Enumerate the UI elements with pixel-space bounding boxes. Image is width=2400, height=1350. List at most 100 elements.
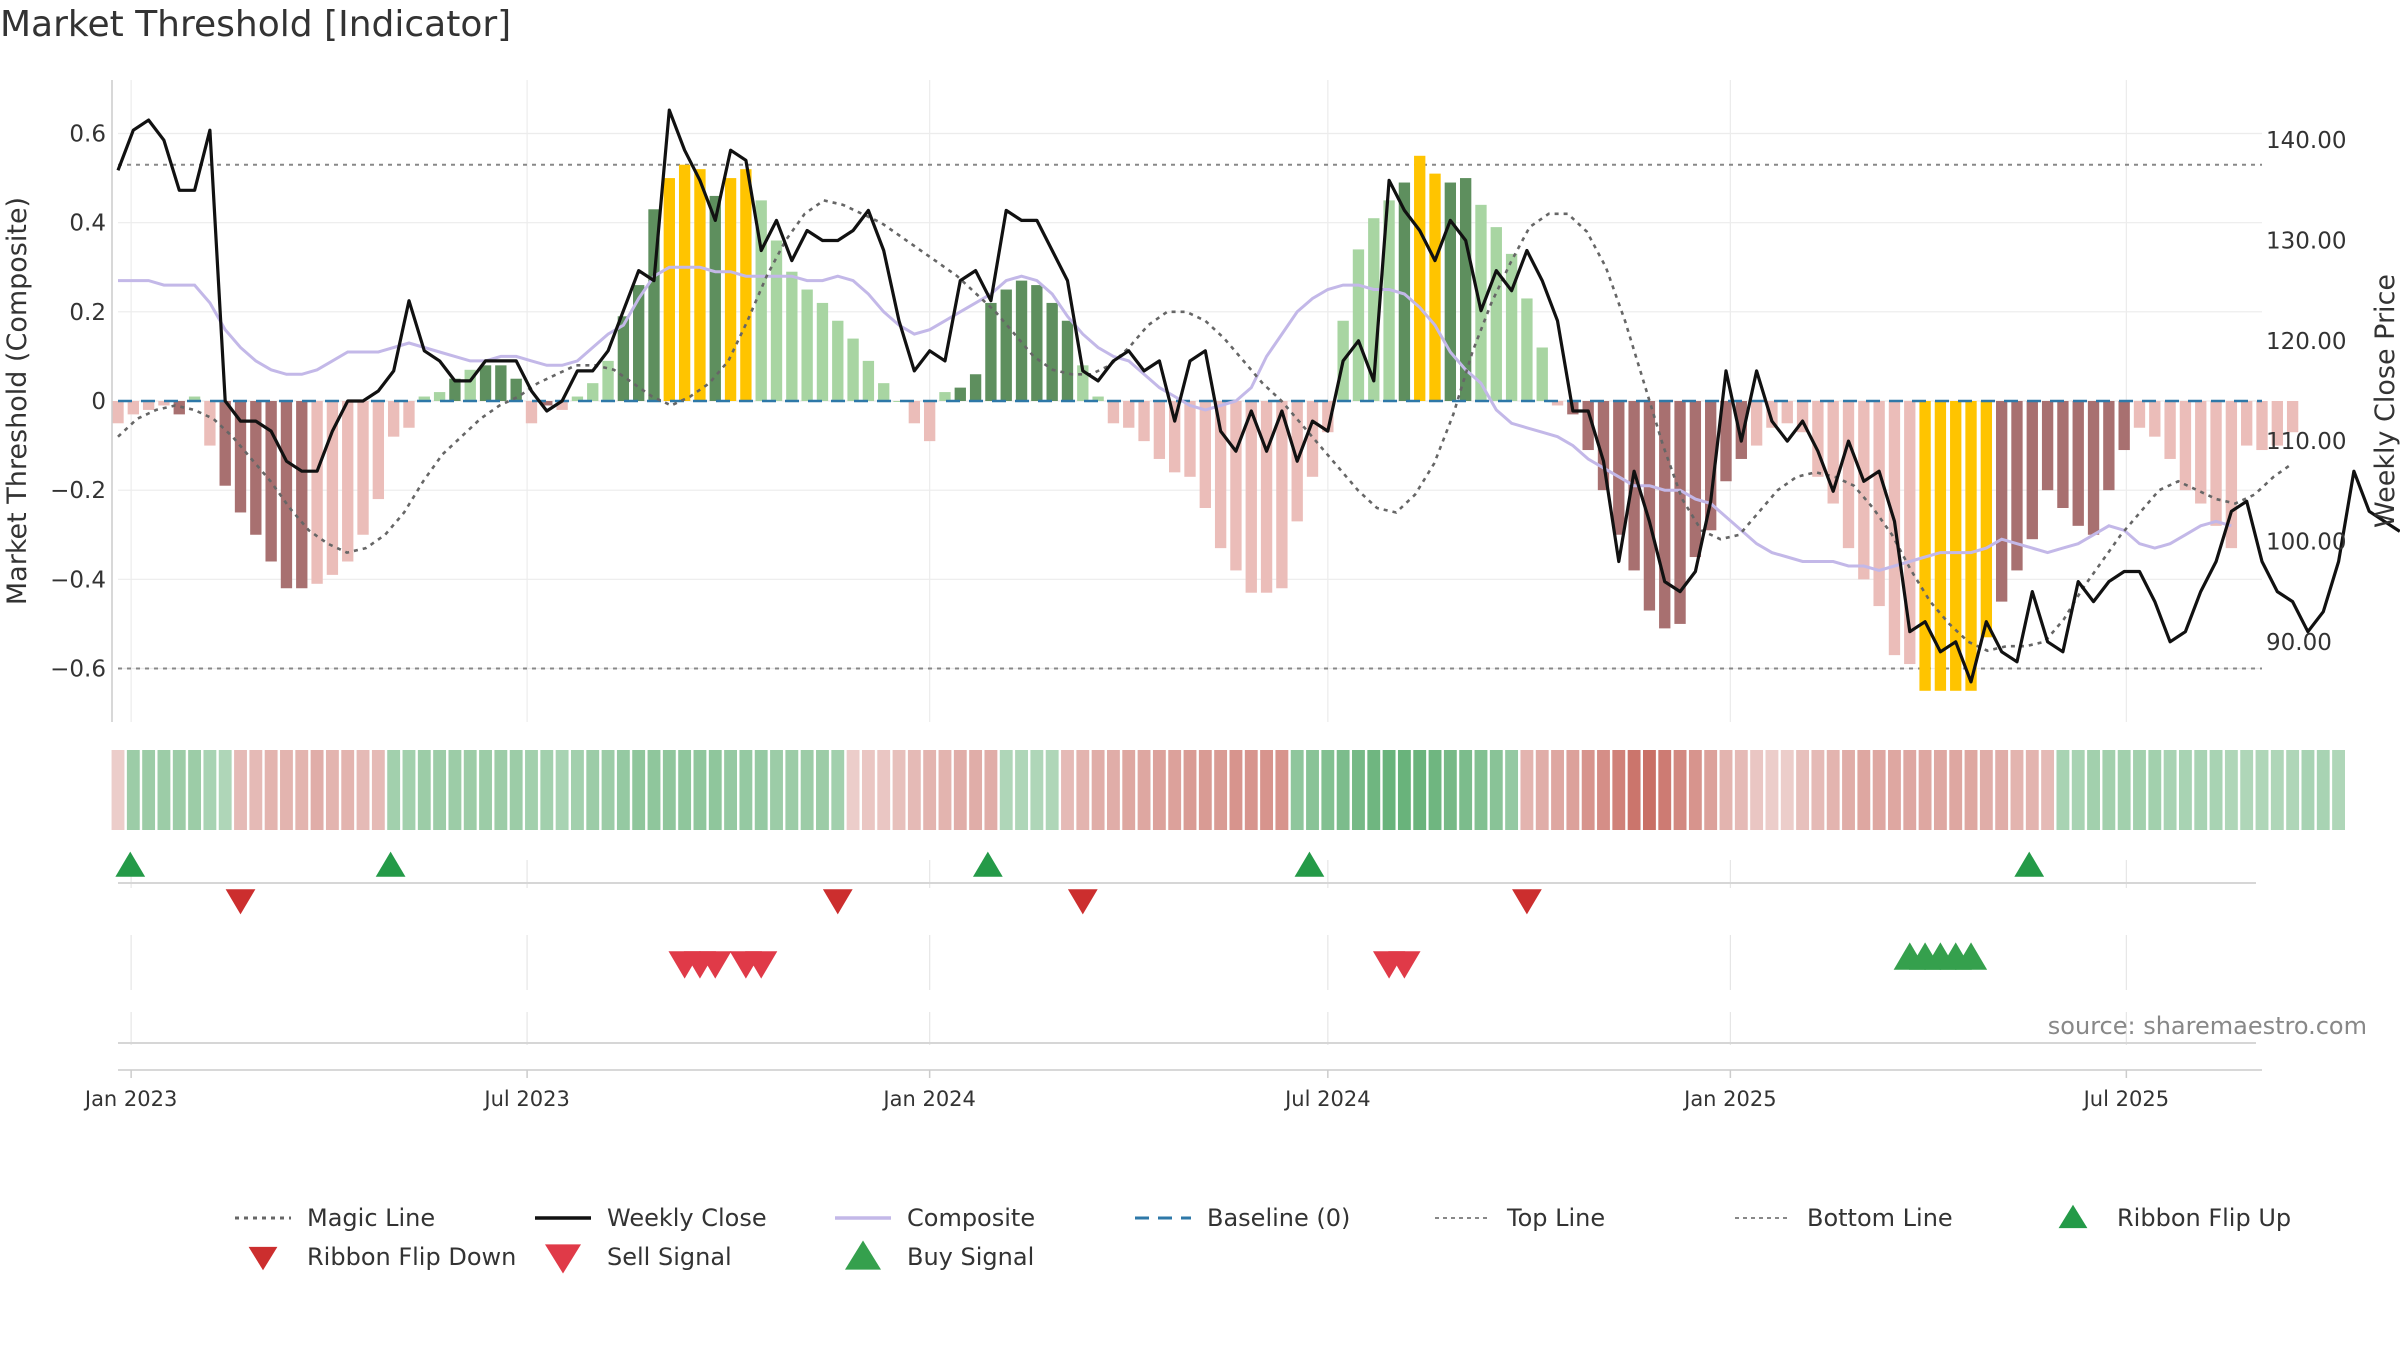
ribbon-strip	[111, 750, 2346, 830]
ribbon-cell	[1091, 750, 1105, 830]
ribbon-cell	[479, 750, 492, 830]
ribbon-cell	[1627, 750, 1641, 830]
ribbon-cell	[1015, 750, 1028, 830]
ribbon-cell	[2010, 750, 2024, 830]
composite-bar	[2133, 401, 2146, 428]
buy-signal-marker	[1954, 942, 1988, 970]
ribbon-cell	[1673, 750, 1687, 830]
ribbon-cell	[1734, 750, 1748, 830]
composite-bar	[1169, 401, 1181, 473]
ribbon-cell	[1520, 750, 1534, 830]
ribbon-flip-up-marker	[2014, 851, 2045, 877]
weekly-close-line	[116, 108, 2400, 684]
ribbon-cell	[923, 750, 937, 830]
composite-bar	[1781, 401, 1793, 424]
ribbon-cell	[2148, 750, 2162, 830]
composite-bar	[1904, 401, 1916, 665]
composite-bar	[2011, 401, 2023, 571]
ribbon-cell	[2255, 750, 2269, 830]
ribbon-cell	[540, 750, 554, 830]
ribbon-cell	[1459, 750, 1473, 830]
composite-bar	[1735, 401, 1747, 459]
ribbon-cell	[999, 750, 1013, 830]
ribbon-cell	[570, 750, 584, 830]
composite-bars	[112, 155, 2299, 691]
ribbon-cell	[1030, 750, 1044, 830]
legend-swatch	[2058, 1204, 2088, 1229]
ribbon-cell	[877, 750, 891, 830]
y2-tick-label: 100.00	[2266, 529, 2346, 555]
ribbon-cell	[417, 750, 431, 830]
composite-bar	[954, 387, 966, 401]
ribbon-cell	[1658, 750, 1672, 830]
ribbon-cell	[662, 750, 676, 830]
composite-bar	[893, 401, 905, 402]
ribbon-cell	[2071, 750, 2085, 830]
legend-label: Bottom Line	[1807, 1204, 1953, 1232]
ribbon-cell	[2224, 750, 2238, 830]
composite-bar	[495, 365, 507, 401]
sell-signal-marker	[699, 951, 732, 979]
composite-bar	[985, 302, 997, 401]
ribbon-cell	[1872, 750, 1886, 830]
composite-bar	[464, 369, 476, 401]
composite-bar	[1659, 401, 1671, 629]
ribbon-flip-up-marker	[972, 851, 1003, 877]
composite-bar	[1490, 227, 1502, 401]
composite-bar	[326, 401, 339, 575]
composite-bar	[1827, 401, 1839, 504]
ribbon-flip-down-marker	[822, 889, 853, 915]
legend-item: Weekly Close	[535, 1204, 767, 1232]
ribbon-cell	[800, 750, 814, 830]
composite-bar	[1950, 401, 1962, 691]
legend-item: Top Line	[1435, 1204, 1605, 1232]
ribbon-cell	[647, 750, 661, 830]
ribbon-cell	[341, 750, 355, 830]
y2-axis-title: Weekly Close Price	[2370, 274, 2400, 528]
ribbon-cell	[1933, 750, 1947, 830]
ribbon-cell	[1796, 750, 1810, 830]
ribbon-cell	[2041, 750, 2055, 830]
ribbon-cell	[402, 750, 416, 830]
ribbon-cell	[2117, 750, 2131, 830]
composite-line	[118, 265, 2232, 572]
ribbon-flip-down-marker	[1067, 889, 1098, 915]
composite-bar	[1842, 401, 1855, 549]
ribbon-flip-down-marker	[1512, 889, 1542, 915]
composite-bar	[740, 169, 752, 401]
legend-label: Baseline (0)	[1207, 1204, 1350, 1232]
ribbon-cell	[2301, 750, 2315, 830]
ribbon-cell	[1198, 750, 1212, 830]
ribbon-flip-up-marker	[1294, 851, 1325, 877]
legend-label: Magic Line	[307, 1204, 435, 1232]
composite-bar	[158, 401, 170, 406]
composite-bar	[1245, 401, 1257, 593]
ribbon-cell	[1382, 750, 1396, 830]
ribbon-cell	[1076, 750, 1090, 830]
composite-bar	[112, 401, 124, 424]
composite-bar	[1444, 182, 1457, 401]
composite-bar	[1123, 401, 1135, 428]
composite-bar	[433, 392, 446, 401]
composite-bar	[311, 401, 323, 584]
composite-bar	[204, 401, 216, 446]
ribbon-cell	[142, 750, 156, 830]
composite-bar	[1153, 401, 1166, 459]
ribbon-cell	[310, 750, 324, 830]
ribbon-cell	[2270, 750, 2284, 830]
ribbon-cell	[1612, 750, 1626, 830]
legend-label: Ribbon Flip Down	[307, 1243, 516, 1271]
ribbon-cell	[724, 750, 738, 830]
composite-bar	[724, 178, 737, 401]
ribbon-cell	[1168, 750, 1182, 830]
ribbon-cell	[1413, 750, 1427, 830]
composite-bar	[1812, 401, 1824, 477]
ribbon-cell	[264, 750, 278, 830]
composite-bar	[1551, 401, 1564, 406]
composite-bar	[1613, 401, 1625, 535]
composite-bar	[1796, 401, 1809, 433]
ribbon-cell	[632, 750, 646, 830]
composite-bar	[602, 360, 614, 401]
composite-bar	[1077, 365, 1089, 401]
legend-item: Magic Line	[235, 1204, 435, 1232]
